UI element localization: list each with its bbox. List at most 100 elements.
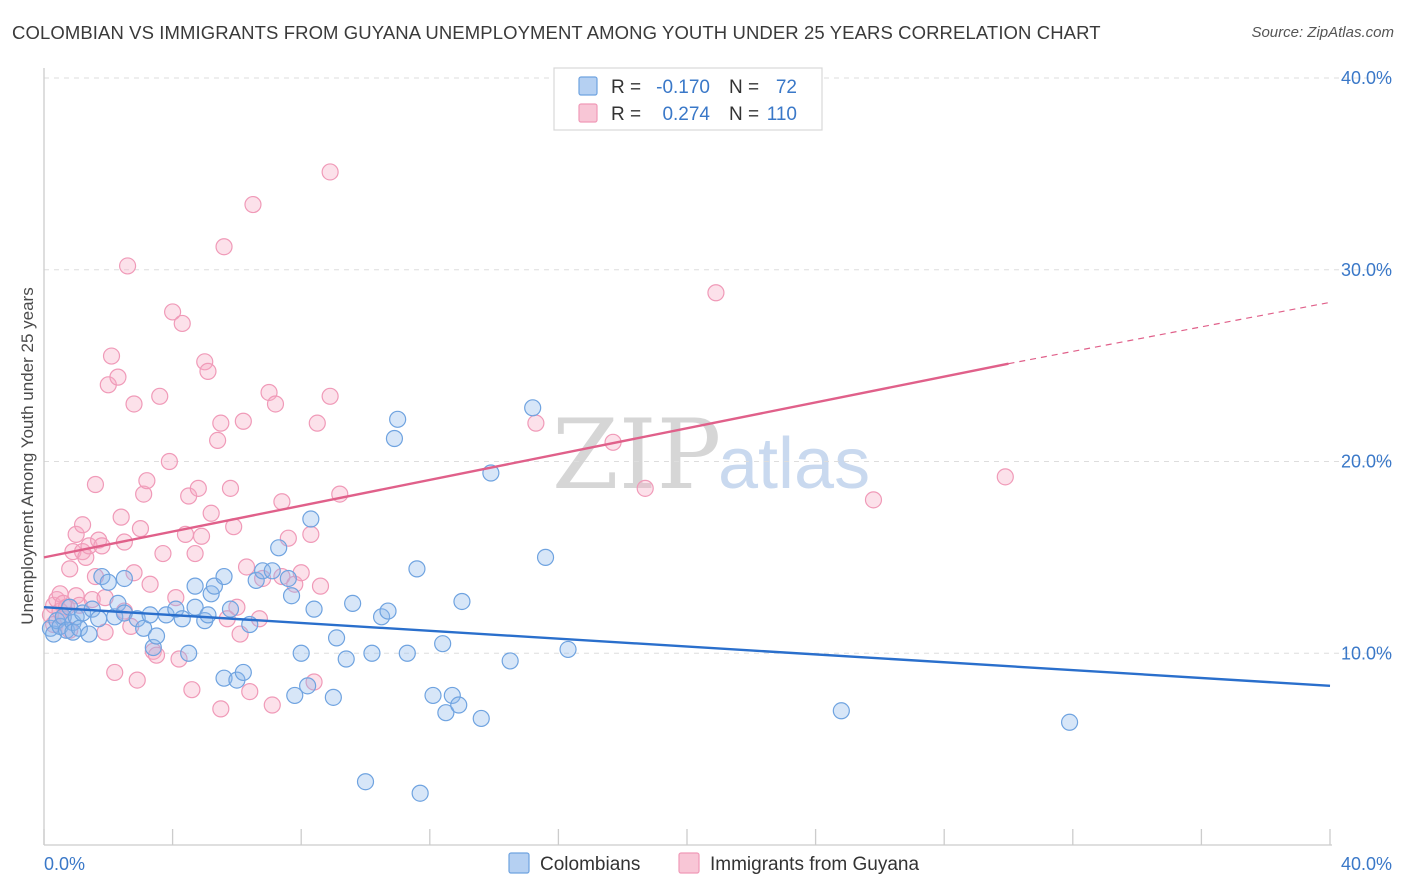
legend-r-label-2: R = (611, 104, 641, 125)
x-ticks (43, 829, 1331, 845)
chart-title: COLOMBIAN VS IMMIGRANTS FROM GUYANA UNEM… (12, 22, 1101, 43)
colombian-point-48 (286, 686, 304, 705)
colombian-point-69 (443, 686, 461, 705)
guyana-point-45 (154, 544, 172, 563)
guyana-point-77 (266, 395, 285, 413)
axes (43, 68, 1332, 846)
y-tick-label-20: 20.0% (1341, 452, 1392, 472)
watermark-atlas: atlas (718, 424, 870, 504)
colombian-point-60 (379, 602, 397, 620)
guyana-point-83 (302, 525, 320, 543)
guyana-point-13 (67, 525, 85, 543)
colombian-point-44 (263, 562, 281, 580)
guyana-point-67 (228, 598, 246, 616)
colombian-point-42 (247, 571, 265, 589)
colombian-point-77 (559, 640, 577, 659)
source-label: Source: ZipAtlas.com (1251, 24, 1394, 41)
watermark-zip: ZIP (552, 399, 721, 511)
colombian-point-56 (344, 594, 362, 612)
colombian-point-49 (292, 644, 310, 662)
y-tick-label-10: 10.0% (1341, 643, 1392, 663)
colombian-point-50 (299, 677, 317, 695)
guyana-point-28 (106, 663, 124, 682)
colombian-point-55 (337, 650, 355, 668)
bottom-legend-guyana: Immigrants from Guyana (710, 854, 919, 875)
y-tick-label-40: 40.0% (1341, 68, 1392, 88)
guyana-point-40 (138, 472, 156, 490)
guyana-point-53 (183, 681, 201, 699)
guyana-point-62 (212, 414, 230, 432)
guyana-point-71 (241, 682, 259, 701)
guyana-point-87 (321, 163, 339, 181)
colombian-point-37 (215, 567, 233, 586)
legend-n-label-2: N = (729, 104, 759, 125)
colombian-point-79 (1060, 713, 1079, 731)
colombian-point-67 (434, 635, 452, 653)
colombian-point-45 (270, 539, 288, 557)
y-tick-label-30: 30.0% (1341, 260, 1392, 280)
legend-n-value-1: 72 (776, 77, 797, 98)
legend-r-label-1: R = (611, 77, 641, 98)
guyana-point-90 (527, 414, 545, 432)
colombian-point-54 (327, 629, 346, 647)
guyana-point-37 (128, 671, 146, 689)
legend-swatch-colombians (578, 76, 598, 96)
guyana-point-49 (170, 650, 188, 668)
guyana-point-65 (221, 479, 240, 497)
colombian-point-78 (832, 702, 850, 720)
colombian-point-15 (93, 567, 111, 586)
guyana-point-78 (273, 567, 291, 586)
colombian-point-40 (234, 663, 252, 682)
guyana-point-36 (125, 395, 143, 413)
guyana-point-29 (109, 368, 127, 386)
legend-swatch-guyana (578, 103, 598, 123)
colombian-point-61 (385, 429, 404, 448)
guyana-point-63 (215, 238, 233, 256)
colombian-point-70 (450, 696, 468, 714)
colombian-point-43 (254, 562, 272, 580)
bottom-swatch-colombians (508, 852, 530, 874)
colombian-point-75 (524, 399, 542, 417)
guyana-point-27 (102, 347, 121, 365)
guyana-point-59 (202, 504, 220, 522)
colombian-trend-line (43, 606, 1331, 688)
bottom-legend-colombians: Colombians (540, 854, 640, 875)
colombian-point-62 (389, 410, 407, 428)
legend-n-value-2: 110 (767, 104, 797, 125)
guyana-point-35 (125, 564, 143, 582)
guyana-point-69 (234, 412, 252, 430)
guyana-point-39 (135, 485, 153, 503)
guyana-point-85 (308, 414, 326, 432)
y-tick-labels: 10.0% 20.0% 30.0% 40.0% (1341, 68, 1392, 663)
colombian-point-52 (305, 600, 323, 618)
guyana-point-47 (164, 303, 182, 321)
guyana-point-30 (112, 508, 130, 526)
colombian-point-51 (302, 510, 320, 528)
guyana-point-56 (192, 527, 211, 545)
correlation-legend: R = -0.170 N = 72 R = 0.274 N = 110 (553, 67, 823, 131)
guyana-point-93 (707, 284, 725, 302)
guyana-point-88 (321, 387, 339, 405)
colombian-point-29 (180, 644, 198, 662)
guyana-point-19 (83, 590, 101, 609)
guyana-point-94 (864, 491, 883, 509)
series-legend: Colombians Immigrants from Guyana (508, 852, 919, 875)
guyana-point-33 (118, 257, 137, 275)
guyana-point-46 (160, 452, 178, 471)
colombian-point-65 (411, 784, 429, 802)
guyana-point-72 (244, 195, 262, 214)
legend-r-value-1: -0.170 (656, 77, 710, 98)
gridlines (44, 77, 1392, 654)
guyana-point-41 (141, 575, 159, 593)
guyana-point-10 (61, 560, 79, 578)
colombian-point-30 (186, 598, 204, 616)
guyana-point-50 (173, 314, 191, 333)
colombian-point-28 (173, 610, 191, 628)
colombian-point-12 (80, 625, 98, 643)
guyana-point-61 (212, 700, 230, 718)
guyana-point-86 (311, 577, 330, 595)
guyana-point-92 (636, 479, 654, 497)
guyana-point-60 (209, 431, 227, 450)
legend-r-value-2: 0.274 (662, 104, 710, 125)
